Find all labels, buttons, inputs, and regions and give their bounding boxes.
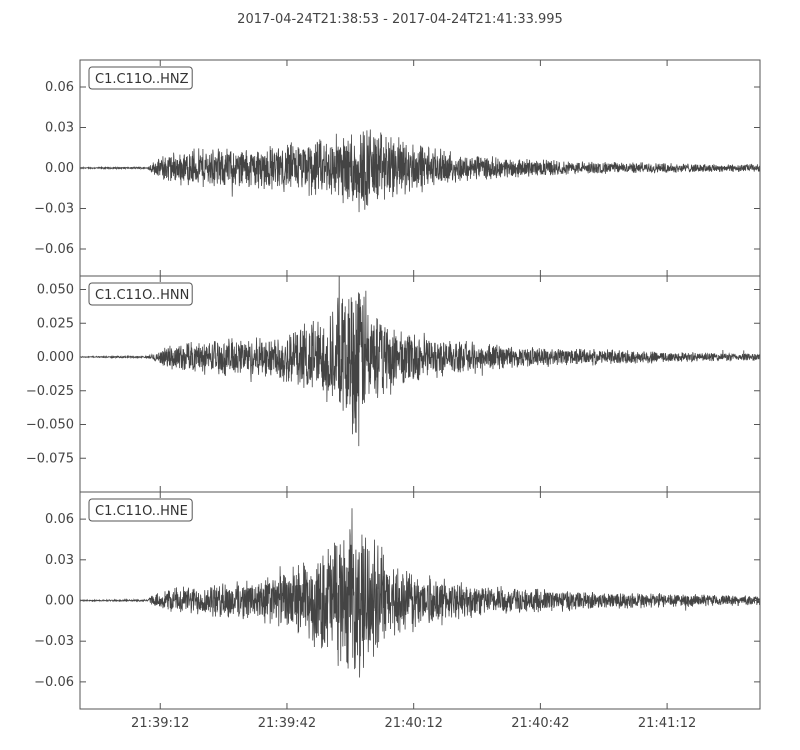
y-tick-label: 0.025 (37, 316, 74, 331)
trace-label-text: C1.C11O..HNN (95, 288, 189, 303)
y-tick-label: −0.075 (26, 451, 74, 466)
y-tick-label: −0.06 (34, 242, 74, 257)
trace-panel-1: 0.06 0.03 0.00 −0.03 −0.06 C1.C11O..HNZ (34, 59, 761, 277)
y-tick-label: −0.050 (26, 418, 74, 433)
x-tick-label: 21:40:42 (511, 716, 569, 731)
panel-frame (79, 275, 761, 493)
x-tick-label: 21:40:12 (384, 716, 442, 731)
waveform-trace (80, 508, 760, 678)
x-tick-label: 21:39:42 (258, 716, 316, 731)
y-tick-label: −0.06 (34, 675, 74, 690)
chart-title: 2017-04-24T21:38:53 - 2017-04-24T21:41:3… (237, 12, 563, 27)
trace-label-text: C1.C11O..HNZ (95, 72, 189, 87)
waveform-trace (80, 129, 760, 213)
x-tick-label: 21:39:12 (131, 716, 189, 731)
y-tick-label: 0.00 (45, 594, 74, 609)
waveform-trace (80, 276, 760, 447)
trace-label-box (88, 66, 193, 90)
trace-label-text: C1.C11O..HNE (95, 504, 188, 519)
trace-panel-2: 0.050 0.025 0.000 −0.025 −0.050 −0.075 C1.C11O… (26, 275, 761, 493)
y-tick-label: 0.03 (45, 553, 74, 568)
y-tick-label: −0.025 (26, 384, 74, 399)
y-tick-label: 0.00 (45, 161, 74, 176)
trace-label: C1.C11O..HNE (88, 498, 193, 522)
trace-label-box (88, 282, 193, 306)
y-tick-label: 0.000 (37, 350, 74, 365)
trace-label: C1.C11O..HNN (88, 282, 193, 306)
y-tick-label: 0.06 (45, 80, 74, 95)
y-tick-label: −0.03 (34, 202, 74, 217)
trace-label: C1.C11O..HNZ (88, 66, 193, 90)
x-tick-label: 21:41:12 (638, 716, 696, 731)
trace-label-box (88, 498, 193, 522)
y-tick-label: 0.06 (45, 512, 74, 527)
trace-panel-3: 0.06 0.03 0.00 −0.03 −0.06 C1.C11O..HNE (34, 491, 761, 710)
y-tick-label: 0.03 (45, 121, 74, 136)
y-tick-label: −0.03 (34, 634, 74, 649)
y-tick-label: 0.050 (37, 283, 74, 298)
